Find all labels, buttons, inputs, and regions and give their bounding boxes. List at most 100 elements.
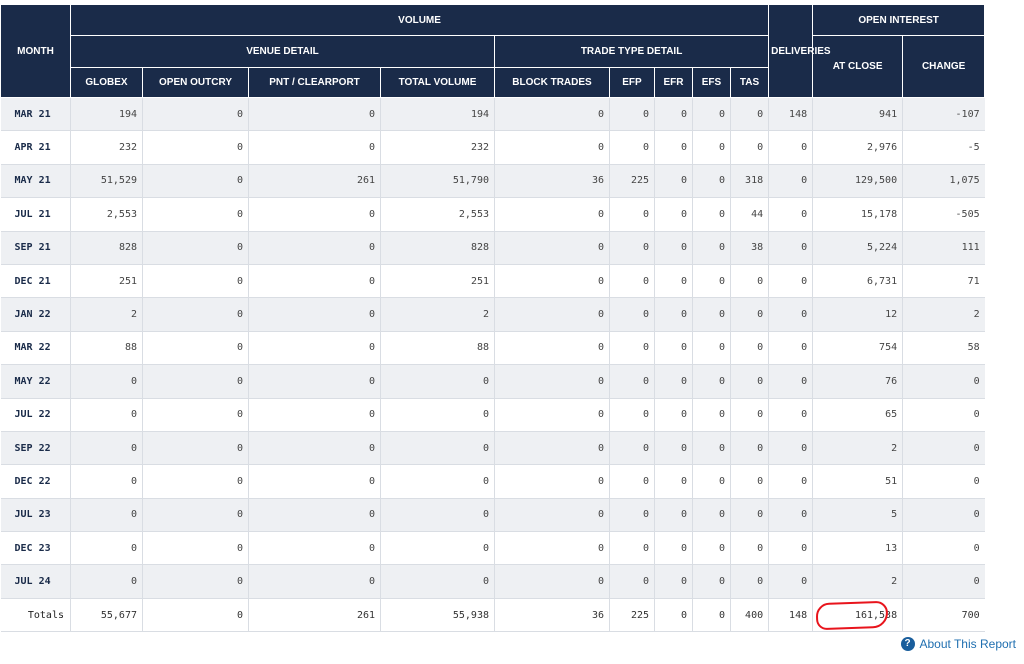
- totals-pnt-clearport-cell: 261: [248, 597, 381, 633]
- block-trades-cell: 0: [494, 498, 610, 533]
- tas-cell: 0: [729, 564, 769, 599]
- change-header: CHANGE: [902, 35, 986, 98]
- deliveries-cell: 0: [768, 364, 813, 399]
- total-volume-cell: 51,790: [380, 164, 495, 199]
- efp-cell: 0: [609, 498, 655, 533]
- open-outcry-cell: 0: [142, 431, 249, 466]
- globex-cell: 51,529: [70, 164, 143, 199]
- deliveries-cell: 0: [768, 130, 813, 165]
- oi-change-cell: 0: [902, 564, 985, 599]
- month-cell: MAY 22: [0, 364, 71, 399]
- pnt-clearport-cell: 0: [248, 264, 381, 299]
- oi-at-close-cell: 12: [812, 297, 903, 332]
- globex-header: GLOBEX: [70, 67, 143, 98]
- efp-cell: 0: [609, 398, 655, 432]
- totals-tas-cell: 400: [729, 597, 769, 633]
- tas-cell: 38: [729, 231, 769, 265]
- oi-at-close-cell: 13: [812, 531, 903, 566]
- efr-cell: 0: [654, 464, 693, 499]
- tas-cell: 0: [729, 97, 769, 132]
- open-outcry-cell: 0: [142, 197, 249, 232]
- oi-change-cell: 71: [902, 264, 985, 299]
- open-outcry-header: OPEN OUTCRY: [142, 67, 249, 98]
- month-cell: MAY 21: [0, 164, 71, 199]
- table-row: JAN 22 2 0 0 2 0 0 0 0 0 0 12 2: [0, 297, 1024, 332]
- tas-cell: 0: [729, 364, 769, 399]
- open-outcry-cell: 0: [142, 97, 249, 132]
- open-outcry-cell: 0: [142, 531, 249, 566]
- pnt-clearport-cell: 0: [248, 464, 381, 499]
- oi-at-close-cell: 2: [812, 564, 903, 599]
- globex-cell: 828: [70, 231, 143, 265]
- efr-cell: 0: [654, 97, 693, 132]
- oi-at-close-cell: 5,224: [812, 231, 903, 265]
- venue-detail-header: VENUE DETAIL: [70, 35, 495, 68]
- pnt-clearport-cell: 0: [248, 531, 381, 566]
- efp-cell: 0: [609, 364, 655, 399]
- globex-cell: 0: [70, 531, 143, 566]
- month-cell: MAR 21: [0, 97, 71, 132]
- month-cell: JUL 24: [0, 564, 71, 599]
- about-report-link[interactable]: ? About This Report: [900, 637, 1016, 651]
- tas-cell: 0: [729, 531, 769, 566]
- open-outcry-cell: 0: [142, 331, 249, 366]
- totals-oi-change-cell: 700: [902, 597, 985, 633]
- deliveries-cell: 0: [768, 498, 813, 533]
- tas-cell: 0: [729, 464, 769, 499]
- deliveries-cell: 0: [768, 297, 813, 332]
- deliveries-cell: 0: [768, 264, 813, 299]
- open-outcry-cell: 0: [142, 164, 249, 199]
- oi-at-close-cell: 51: [812, 464, 903, 499]
- tas-cell: 0: [729, 431, 769, 466]
- tas-cell: 0: [729, 264, 769, 299]
- totals-row: Totals 55,677 0 261 55,938 36 225 0 0 400 148 161,5…: [0, 597, 1024, 633]
- oi-change-cell: -107: [902, 97, 985, 132]
- total-volume-cell: 2,553: [380, 197, 495, 232]
- oi-change-cell: 111: [902, 231, 985, 265]
- globex-cell: 194: [70, 97, 143, 132]
- totals-deliveries-cell: 148: [768, 597, 813, 633]
- deliveries-cell: 0: [768, 331, 813, 366]
- efs-cell: 0: [692, 231, 731, 265]
- tas-cell: 318: [729, 164, 769, 199]
- tas-cell: 0: [729, 498, 769, 533]
- efs-cell: 0: [692, 164, 731, 199]
- totals-total-volume-cell: 55,938: [380, 597, 495, 633]
- month-cell: DEC 23: [0, 531, 71, 566]
- deliveries-cell: 0: [768, 431, 813, 466]
- open-outcry-cell: 0: [142, 264, 249, 299]
- table-row: MAY 22 0 0 0 0 0 0 0 0 0 0 76 0: [0, 364, 1024, 399]
- globex-cell: 0: [70, 564, 143, 599]
- block-trades-cell: 0: [494, 564, 610, 599]
- globex-cell: 251: [70, 264, 143, 299]
- deliveries-cell: 0: [768, 231, 813, 265]
- globex-cell: 0: [70, 398, 143, 432]
- table-row: JUL 22 0 0 0 0 0 0 0 0 0 0 65 0: [0, 398, 1024, 432]
- open-outcry-cell: 0: [142, 364, 249, 399]
- open-outcry-cell: 0: [142, 464, 249, 499]
- block-trades-cell: 0: [494, 398, 610, 432]
- settlement-volume-table: MONTH VOLUME DELIVERIES OPEN INTEREST VE…: [0, 4, 1024, 633]
- total-volume-cell: 0: [380, 564, 495, 599]
- pnt-clearport-header: PNT / CLEARPORT: [248, 67, 381, 98]
- oi-change-cell: 1,075: [902, 164, 985, 199]
- oi-at-close-cell: 6,731: [812, 264, 903, 299]
- table-row: DEC 23 0 0 0 0 0 0 0 0 0 0 13 0: [0, 531, 1024, 566]
- totals-label: Totals: [0, 597, 71, 633]
- pnt-clearport-cell: 0: [248, 231, 381, 265]
- table-row: JUL 24 0 0 0 0 0 0 0 0 0 0 2 0: [0, 564, 1024, 599]
- efs-cell: 0: [692, 130, 731, 165]
- efp-cell: 0: [609, 531, 655, 566]
- table-row: MAY 21 51,529 0 261 51,790 36 225 0 0 318 0 129,500…: [0, 164, 1024, 199]
- pnt-clearport-cell: 0: [248, 130, 381, 165]
- efr-cell: 0: [654, 264, 693, 299]
- open-outcry-cell: 0: [142, 398, 249, 432]
- efp-cell: 0: [609, 130, 655, 165]
- efr-cell: 0: [654, 364, 693, 399]
- deliveries-cell: 0: [768, 464, 813, 499]
- efr-cell: 0: [654, 130, 693, 165]
- pnt-clearport-cell: 0: [248, 331, 381, 366]
- volume-header: VOLUME: [69, 4, 770, 36]
- efp-cell: 0: [609, 97, 655, 132]
- efs-cell: 0: [692, 97, 731, 132]
